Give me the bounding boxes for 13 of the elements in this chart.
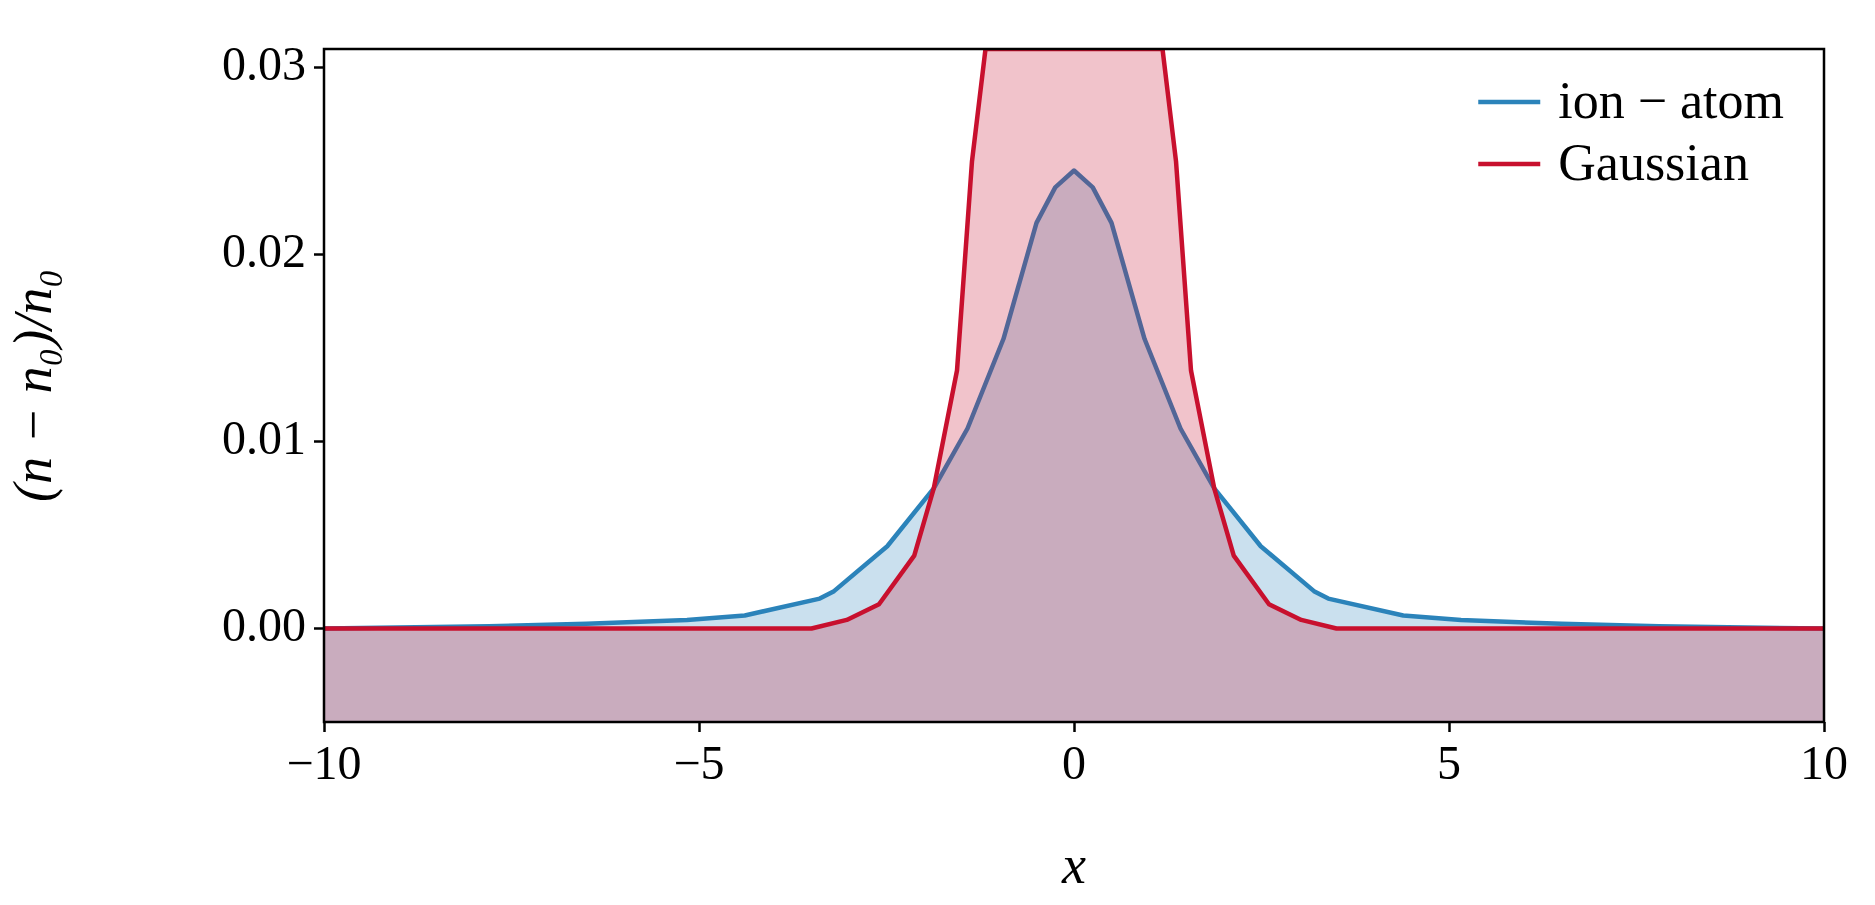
y-tick-label: 0.01 bbox=[222, 411, 306, 465]
y-tick-label: 0.02 bbox=[222, 224, 306, 278]
x-tick-label: 5 bbox=[1437, 736, 1461, 790]
legend-label: ion − atom bbox=[1558, 71, 1784, 129]
x-tick-label: −10 bbox=[286, 736, 362, 790]
y-tick-label: 0.00 bbox=[222, 598, 306, 652]
legend-label: Gaussian bbox=[1558, 133, 1749, 191]
x-tick-label: 10 bbox=[1800, 736, 1848, 790]
y-axis-title: (n − n₀)/n₀ bbox=[2, 269, 63, 502]
x-tick-label: −5 bbox=[673, 736, 725, 790]
y-tick-label: 0.03 bbox=[222, 37, 306, 91]
x-tick-label: 0 bbox=[1062, 736, 1086, 790]
x-axis-title: x bbox=[1061, 834, 1087, 895]
